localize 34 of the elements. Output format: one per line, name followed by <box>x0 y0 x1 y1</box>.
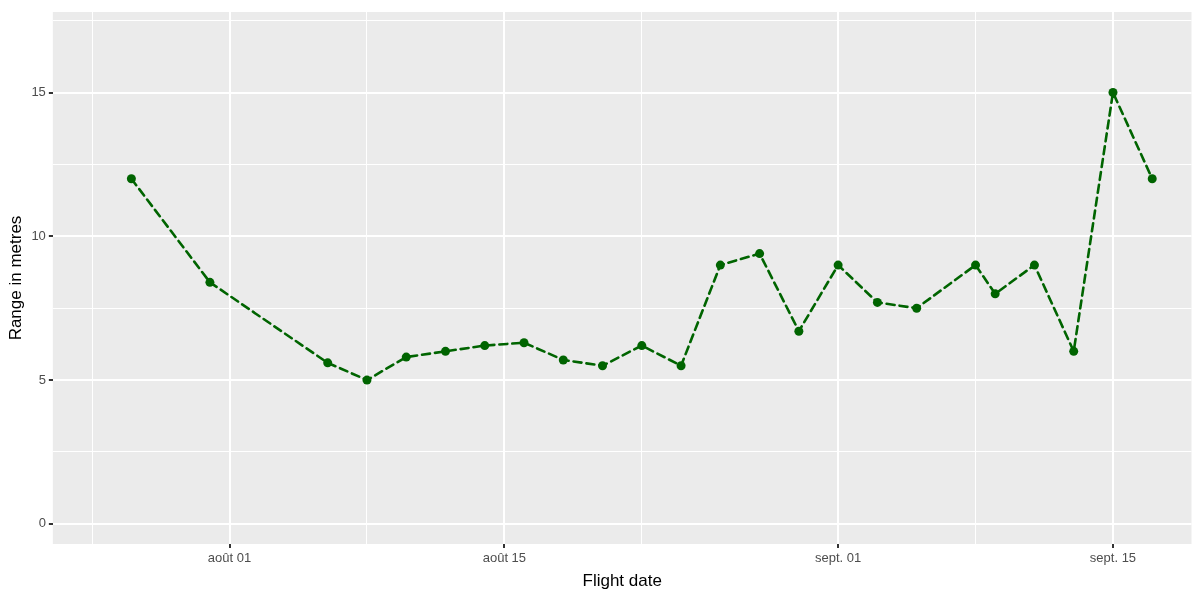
point <box>401 352 411 362</box>
y-tick-label: 5 <box>38 371 46 387</box>
point <box>598 361 608 371</box>
x-tick-label: sept. 01 <box>815 550 862 566</box>
point <box>637 341 647 351</box>
y-tick-label: 10 <box>31 227 46 243</box>
point <box>912 303 922 313</box>
point <box>755 249 765 259</box>
point <box>480 341 490 351</box>
point <box>1069 346 1079 356</box>
point <box>872 297 882 307</box>
point <box>558 355 568 365</box>
point <box>205 277 215 287</box>
point <box>1108 88 1118 98</box>
point <box>126 174 136 184</box>
point <box>971 260 981 270</box>
point <box>1029 260 1039 270</box>
point <box>440 346 450 356</box>
point <box>794 326 804 336</box>
y-tick-label: 15 <box>31 84 46 100</box>
point <box>676 361 686 371</box>
point <box>990 289 1000 299</box>
x-tick-label: août 15 <box>482 550 527 566</box>
point <box>362 375 372 385</box>
point <box>519 338 529 348</box>
x-tick-label: sept. 15 <box>1089 550 1137 566</box>
point <box>1147 174 1157 184</box>
point <box>715 260 725 270</box>
y-axis-title: Range in metres <box>5 215 25 341</box>
point <box>323 358 333 368</box>
x-axis-title: Flight date <box>582 571 662 591</box>
point <box>833 260 843 270</box>
y-tick-label: 0 <box>38 515 46 531</box>
x-tick-label: août 01 <box>207 550 252 566</box>
